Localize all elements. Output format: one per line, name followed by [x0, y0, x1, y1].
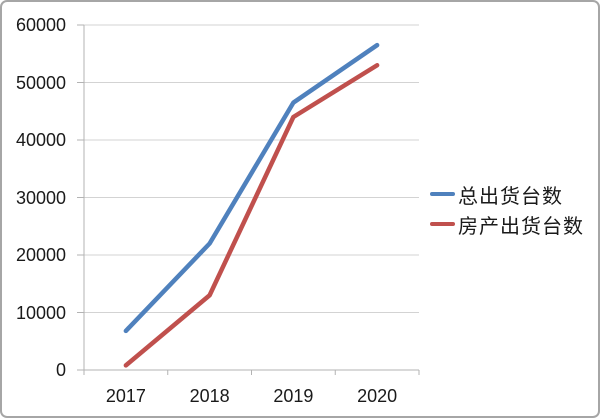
legend-key-line-blue — [430, 192, 455, 196]
series-line-1 — [123, 63, 380, 368]
legend-label-realestate-shipments: 房产出货台数 — [458, 215, 584, 238]
x-axis-tick-label: 2019 — [273, 386, 314, 406]
x-axis-tick-label: 2018 — [189, 386, 230, 406]
legend-key-line-red — [430, 222, 455, 226]
x-axis-tick-label: 2020 — [357, 386, 398, 406]
legend-label-total-shipments: 总出货台数 — [458, 185, 563, 208]
y-axis-tick-label: 50000 — [15, 72, 66, 93]
y-axis-tick-label: 30000 — [15, 187, 66, 208]
series-line-0 — [123, 42, 380, 334]
y-axis-tick-label: 10000 — [15, 302, 66, 323]
y-axis-tick-label: 60000 — [15, 15, 66, 35]
legend-item-realestate-shipments: 房产出货台数 — [430, 209, 584, 239]
legend: 总出货台数 房产出货台数 — [430, 179, 584, 239]
x-axis-tick-label: 2017 — [105, 386, 146, 406]
legend-item-total-shipments: 总出货台数 — [430, 179, 584, 209]
y-axis-tick-label: 20000 — [15, 245, 66, 265]
y-axis-tick-label: 0 — [55, 360, 66, 380]
y-axis-tick-label: 40000 — [15, 130, 66, 150]
